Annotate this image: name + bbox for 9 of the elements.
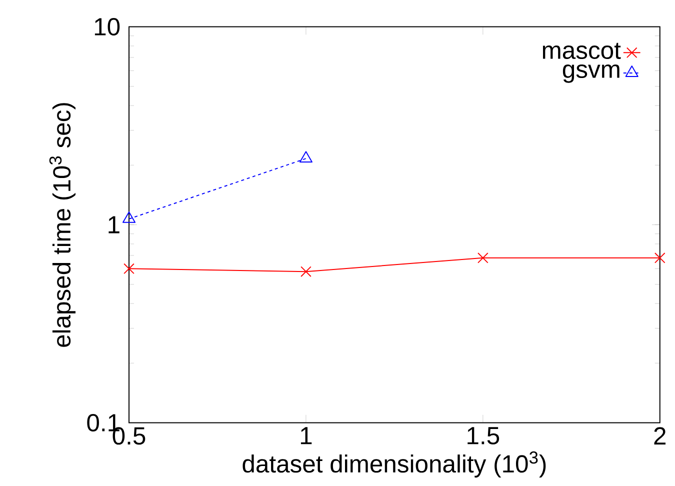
x-tick-label: 1 [300,427,312,444]
x-tick-label: 2 [654,427,666,445]
x-axis-title: dataset dimensionality (10$^{3}$) [242,452,546,478]
legend-label: mascot [542,42,621,60]
y-tick-label: 10 [94,18,120,36]
legend-label: gsvm [562,64,620,83]
y-tick-label: 1 [108,216,120,234]
y-axis-title: elapsed time (10$^{3}$ sec) [49,103,76,347]
x-tick-label: 1.5 [468,427,500,445]
